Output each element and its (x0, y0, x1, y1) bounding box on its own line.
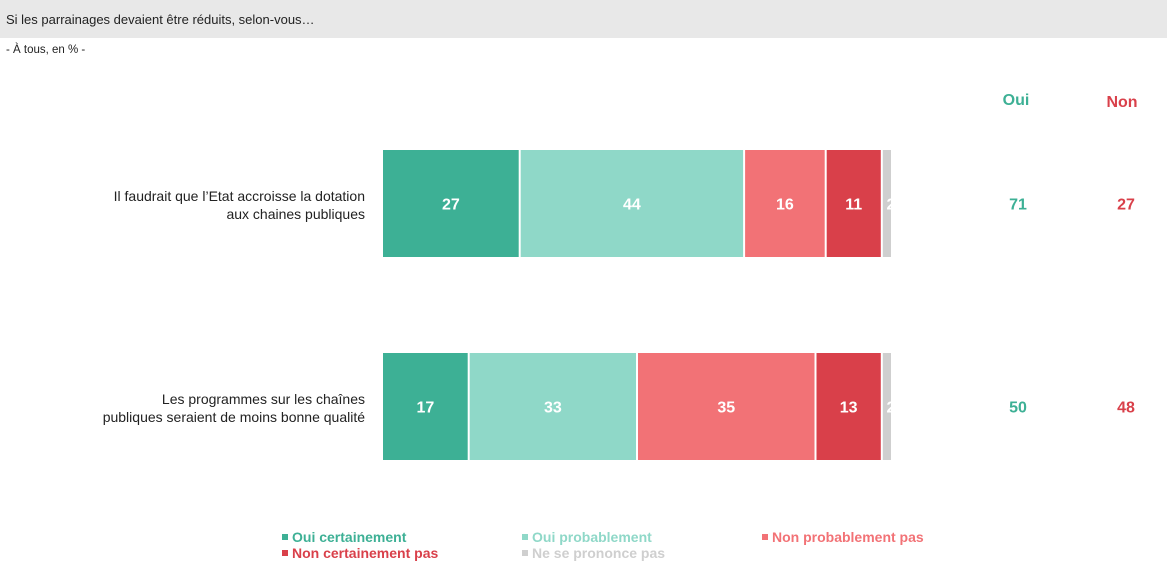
bar-segment-row2-oui-probablement (469, 353, 636, 460)
bar-value-label-row2-non-probablement-pas: 35 (717, 400, 735, 417)
bar-value-label-row1-non-probablement-pas: 16 (776, 197, 794, 214)
bar-segment-row1-non-certainement-pas (826, 150, 881, 257)
bar-value-label-row1-non-certainement-pas: 11 (845, 197, 862, 214)
row-label-1-line-2: aux chaines publiques (226, 206, 365, 222)
question-text: Si les parrainages devaient être réduits… (6, 12, 315, 27)
row-label-2: Les programmes sur les chaînes publiques… (25, 390, 365, 426)
total-oui-row1: 71 (1009, 197, 1027, 214)
total-oui-row2: 50 (1009, 400, 1027, 417)
column-header-non: Non (1106, 94, 1137, 111)
bar-value-label-row2-ne-se-prononce-pas: 2 (887, 400, 896, 417)
row-label-1: Il faudrait que l’Etat accroisse la dota… (25, 187, 365, 223)
row-label-1-line-1: Il faudrait que l’Etat accroisse la dota… (113, 188, 365, 204)
bar-value-label-row2-non-certainement-pas: 13 (840, 400, 858, 417)
bar-segment-row2-ne-se-prononce-pas (882, 353, 891, 460)
row-label-2-line-1: Les programmes sur les chaînes (161, 391, 365, 407)
bar-segment-row1-oui-certainement (383, 150, 519, 257)
bar-segment-row1-oui-probablement (520, 150, 744, 257)
total-non-row1: 27 (1117, 197, 1135, 214)
bar-value-label-row1-ne-se-prononce-pas: 2 (887, 197, 896, 214)
bar-segment-row2-oui-certainement (383, 353, 468, 460)
bar-value-label-row1-oui-probablement: 44 (623, 197, 641, 214)
bar-value-label-row2-oui-certainement: 17 (416, 400, 434, 417)
row-label-2-line-2: publiques seraient de moins bonne qualit… (102, 409, 365, 425)
bar-value-label-row1-oui-certainement: 27 (442, 197, 460, 214)
base-note: - À tous, en % - (6, 44, 86, 56)
bar-segment-row1-non-probablement-pas (745, 150, 825, 257)
total-non-row2: 48 (1117, 400, 1135, 417)
bar-value-label-row2-oui-probablement: 33 (544, 400, 562, 417)
bar-segment-row2-non-certainement-pas (816, 353, 881, 460)
bar-segment-row1-ne-se-prononce-pas (882, 150, 891, 257)
column-header-oui: Oui (1003, 92, 1030, 109)
bar-segment-row2-non-probablement-pas (638, 353, 815, 460)
question-header: Si les parrainages devaient être réduits… (0, 0, 1167, 38)
